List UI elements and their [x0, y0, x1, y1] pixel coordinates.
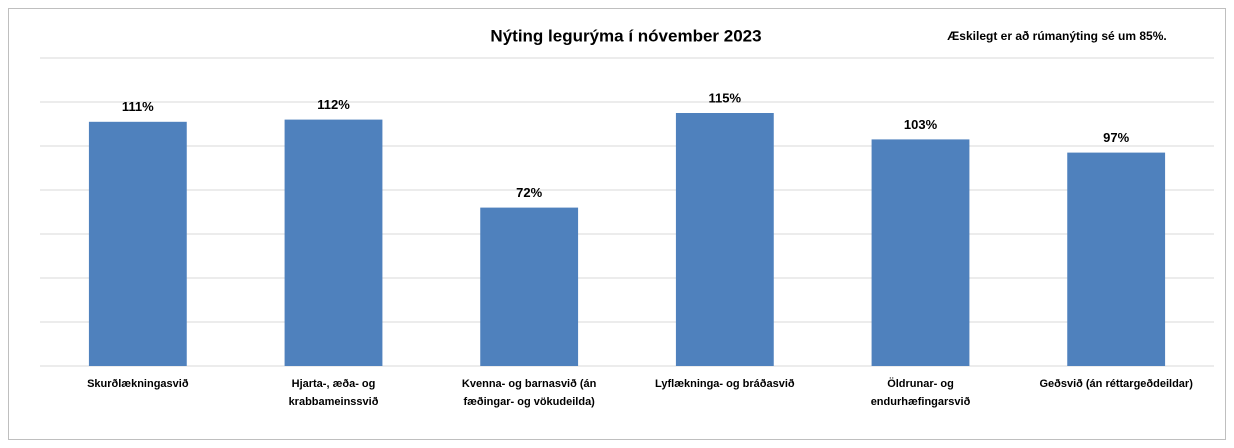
x-tick-label: Öldrunar- og — [887, 377, 954, 390]
x-tick-label: Geðsvið (án réttargeðdeildar) — [1039, 378, 1193, 390]
x-tick-label: Lyflækninga- og bráðasvið — [655, 378, 795, 390]
x-tick-label: Hjarta-, æða- og — [292, 378, 376, 390]
data-label: 97% — [1103, 130, 1129, 145]
bar — [284, 119, 383, 366]
bar — [1067, 152, 1166, 366]
data-label: 111% — [122, 99, 154, 114]
bar — [88, 121, 187, 366]
bar — [675, 113, 774, 366]
chart-border — [8, 8, 1226, 440]
data-label: 115% — [709, 90, 742, 105]
data-label: 112% — [317, 97, 350, 112]
x-tick-label: krabbameinssvið — [289, 396, 379, 408]
x-tick-label: fæðingar- og vökudeilda) — [463, 396, 595, 408]
data-label: 72% — [516, 185, 542, 200]
data-label: 103% — [904, 117, 938, 132]
annotation: Æskilegt er að rúmanýting sé um 85%. — [947, 29, 1166, 43]
x-tick-label: endurhæfingarsvið — [871, 396, 971, 408]
chart-title: Nýting legurýma í nóvember 2023 — [490, 26, 761, 45]
bar — [480, 207, 579, 366]
bar — [871, 139, 970, 366]
x-tick-label: Kvenna- og barnasvið (án — [462, 378, 597, 390]
x-tick-label: Skurðlækningasvið — [87, 378, 189, 390]
